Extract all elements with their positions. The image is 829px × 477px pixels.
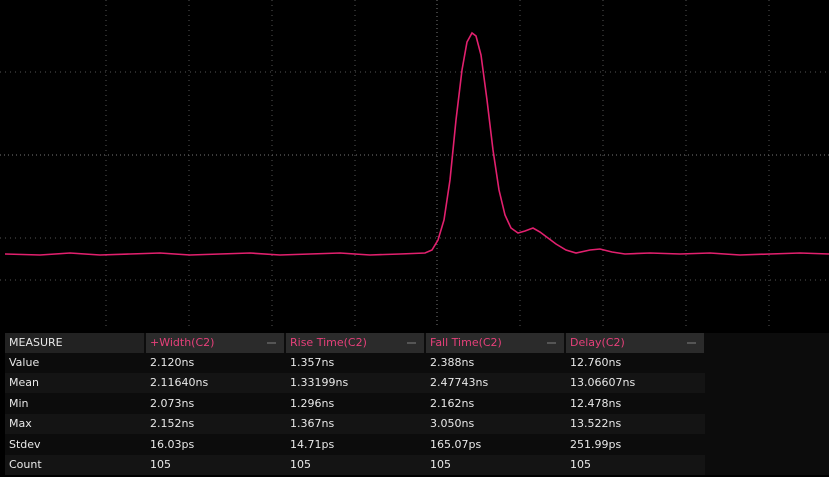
table-row: Value 2.120ns 1.357ns 2.388ns 12.760ns [5, 353, 705, 373]
header-text: +Width(C2) [150, 336, 215, 349]
table-cell: 105 [290, 458, 311, 471]
table-cell: Max [9, 417, 32, 431]
table-cell: 251.99ps [570, 437, 622, 451]
table-row: Stdev 16.03ps 14.71ps 165.07ps 251.99ps [5, 435, 705, 455]
table-cell: 13.522ns [570, 417, 622, 431]
table-cell: Count [9, 458, 42, 471]
header-cell: Fall Time(C2) [426, 333, 564, 353]
header-row: MEASURE +Width(C2) Rise Time(C2) Fall Time(… [5, 333, 705, 353]
table-cell: 12.478ns [570, 396, 622, 410]
header-text: Delay(C2) [570, 336, 625, 349]
header-cell: Rise Time(C2) [286, 333, 424, 353]
measure-table: MEASURE +Width(C2) Rise Time(C2) Fall Time(… [5, 333, 829, 475]
header-text: Rise Time(C2) [290, 336, 367, 349]
table-row: Mean 2.11640ns 1.33199ns 2.47743ns 13.06607n… [5, 373, 705, 394]
table-cell: 12.760ns [570, 356, 622, 369]
header-dash [267, 342, 276, 344]
table-cell: Stdev [9, 437, 41, 451]
table-cell: Min [9, 396, 29, 410]
header-cell: +Width(C2) [146, 333, 284, 353]
table-row: Min 2.073ns 1.296ns 2.162ns 12.478ns [5, 394, 705, 414]
center-axes [0, 0, 829, 326]
table-cell: Value [9, 356, 40, 369]
header-dash [687, 342, 696, 344]
table-cell: 2.388ns [430, 356, 475, 369]
table-cell: 3.050ns [430, 417, 475, 431]
table-row: Max 2.152ns 1.367ns 3.050ns 13.522ns [5, 414, 705, 435]
table-cell: 165.07ps [430, 437, 482, 451]
table-cell: Mean [9, 376, 39, 390]
table-cell: 13.06607ns [570, 376, 636, 390]
header-cell: MEASURE [5, 333, 144, 353]
table-cell: 2.162ns [430, 396, 475, 410]
table-cell: 105 [150, 458, 171, 471]
table-cell: 2.47743ns [430, 376, 489, 390]
header-dash [407, 342, 416, 344]
header-cell: Delay(C2) [566, 333, 704, 353]
header-text: Fall Time(C2) [430, 336, 502, 349]
table-cell: 1.296ns [290, 396, 335, 410]
header-dash [547, 342, 556, 344]
table-cell: 105 [430, 458, 451, 471]
table-cell: 2.120ns [150, 356, 195, 369]
table-row: Count 105 105 105 105 [5, 455, 705, 475]
table-cell: 14.71ps [290, 437, 335, 451]
waveform-display [0, 0, 829, 326]
table-cell: 1.357ns [290, 356, 335, 369]
table-cell: 105 [570, 458, 591, 471]
table-cell: 16.03ps [150, 437, 195, 451]
table-cell: 2.073ns [150, 396, 195, 410]
table-cell: 2.11640ns [150, 376, 209, 390]
table-cell: 1.33199ns [290, 376, 349, 390]
table-cell: 2.152ns [150, 417, 195, 431]
waveform [4, 31, 829, 256]
header-text: MEASURE [9, 336, 63, 349]
table-cell: 1.367ns [290, 417, 335, 431]
grid [0, 0, 829, 326]
